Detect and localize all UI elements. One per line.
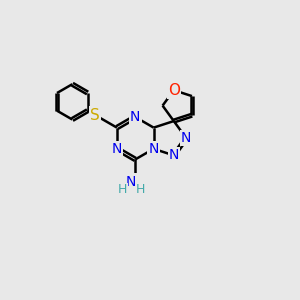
Text: O: O [168,83,180,98]
Text: H: H [136,183,145,196]
Text: N: N [130,110,140,124]
Text: N: N [169,148,179,162]
Text: S: S [90,108,100,123]
Text: H: H [118,183,128,196]
Text: N: N [112,142,122,156]
Text: N: N [126,175,136,188]
Text: N: N [148,142,159,156]
Text: N: N [181,131,191,145]
